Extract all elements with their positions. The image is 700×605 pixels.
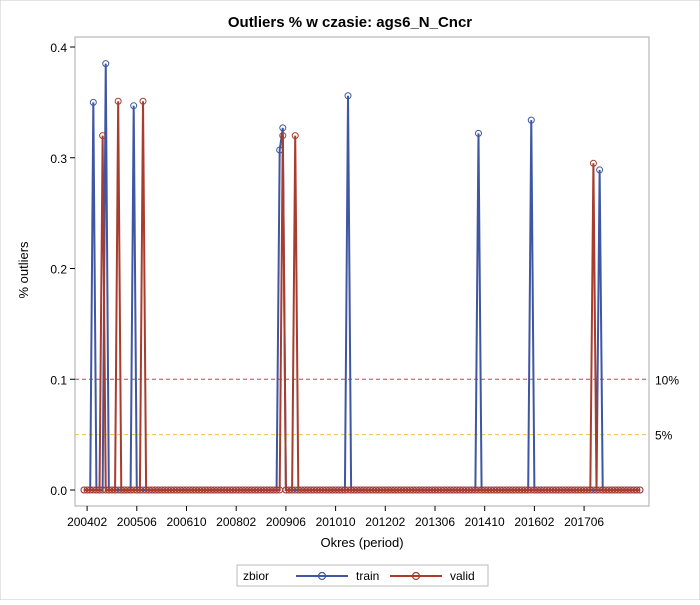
x-tick-label: 200610 [166, 515, 206, 529]
x-axis-label: Okres (period) [320, 535, 403, 550]
x-tick-label: 201202 [365, 515, 405, 529]
data-point-train [279, 124, 287, 132]
x-tick-label: 201010 [316, 515, 356, 529]
data-point-train [596, 166, 604, 174]
x-tick-label: 201410 [465, 515, 505, 529]
data-point-valid [285, 486, 293, 494]
y-tick-label: 0.4 [50, 41, 67, 55]
chart-title: Outliers % w czasie: ags6_N_Cncr [228, 14, 472, 31]
data-point-valid [589, 159, 597, 167]
legend-marker-train [317, 571, 327, 581]
data-point-train [130, 102, 138, 110]
data-point-train [344, 92, 352, 100]
x-tick-label: 200906 [266, 515, 306, 529]
data-point-valid [99, 132, 107, 140]
data-point-valid [273, 486, 281, 494]
data-point-valid [279, 132, 287, 140]
data-point-valid [291, 132, 299, 140]
data-point-valid [633, 486, 641, 494]
data-point-valid [133, 486, 141, 494]
data-point-valid [92, 486, 100, 494]
x-tick-label: 200402 [67, 515, 107, 529]
legend: zbior train valid [236, 564, 489, 587]
x-tick-label: 200506 [117, 515, 157, 529]
reference-line-label: 5% [655, 429, 673, 443]
legend-label-valid: valid [450, 569, 475, 583]
data-point-valid [139, 97, 147, 105]
legend-title: zbior [243, 569, 269, 583]
y-tick-label: 0.3 [50, 152, 67, 166]
data-point-valid [583, 486, 591, 494]
legend-items: train valid [296, 569, 475, 583]
plot-area [74, 36, 650, 507]
x-tick-label: 201706 [564, 515, 604, 529]
x-tick-label: 201306 [415, 515, 455, 529]
data-point-train [89, 98, 97, 106]
y-tick-label: 0.2 [50, 263, 67, 277]
data-point-train [474, 129, 482, 137]
series-group [80, 60, 644, 494]
data-point-valid [114, 97, 122, 105]
y-tick-label: 0.1 [50, 373, 67, 387]
data-point-train [527, 116, 535, 124]
reference-line-label: 10% [655, 373, 679, 387]
reference-lines: 10% 5% [75, 373, 679, 443]
axes: 0.0 0.1 0.2 0.3 0.4 200402 200506 200610 200802 2… [50, 41, 604, 529]
legend-label-train: train [356, 569, 379, 583]
data-point-valid [108, 486, 116, 494]
legend-box [236, 564, 489, 587]
x-tick-label: 201602 [514, 515, 554, 529]
legend-marker-valid [411, 571, 421, 581]
y-axis-label: % outliers [16, 241, 31, 299]
y-tick-label: 0.0 [50, 484, 67, 498]
data-point-train [102, 60, 110, 68]
x-tick-label: 200802 [216, 515, 256, 529]
data-point-valid [636, 486, 644, 494]
